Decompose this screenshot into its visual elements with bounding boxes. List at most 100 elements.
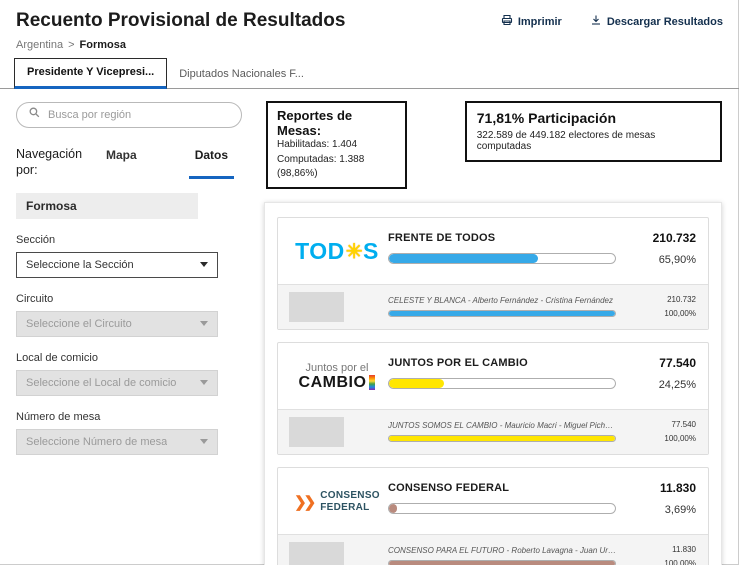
filter-label-local: Local de comicio (16, 351, 98, 364)
mesas-report-title: Reportes de Mesas: (277, 108, 353, 138)
caret-down-icon (200, 262, 208, 267)
contest-tabbar: Presidente Y Vicepresi... Diputados Naci… (0, 58, 739, 89)
list-votes: 210.732 (667, 295, 696, 304)
list-vote-bar (388, 560, 616, 565)
filter-label-circuito: Circuito (16, 292, 54, 305)
participation-subtitle: 322.589 de 449.182 electores de mesas co… (476, 130, 656, 152)
caret-down-icon (200, 380, 208, 385)
party-result-card: TOD ✳ S FRENTE DE TODOS 210.732 65,90% CEL… (277, 216, 709, 330)
content: Navegación por: Mapa Datos Formosa Secci… (0, 89, 739, 565)
list-vote-bar-fill (389, 436, 615, 441)
circuito-select-value: Seleccione el Circuito (26, 317, 132, 330)
candidate-photo-placeholder (289, 291, 344, 322)
party-name: CONSENSO FEDERAL (388, 481, 510, 494)
todos-logo: TOD ✳ S (295, 238, 379, 264)
party-vote-bar (388, 377, 616, 389)
breadcrumb-root[interactable]: Argentina (16, 39, 64, 51)
participation-title: 71,81% Participación (476, 110, 617, 126)
list-percent: 100,00% (664, 434, 696, 443)
local-comicio-select: Seleccione el Local de comicio (16, 369, 218, 396)
main-area: Reportes de Mesas: Habilitadas: 1.404 Co… (262, 89, 739, 565)
caret-down-icon (200, 321, 208, 326)
party-result-card: Juntos por el CAMBIO JUNTOS POR EL CAMBIO… (277, 341, 709, 455)
party-vote-bar-fill (389, 253, 538, 263)
mesas-computadas: Computadas: 1.388 (98,86%) (277, 153, 365, 180)
region-search (16, 102, 242, 128)
navigation-row: Navegación por: Mapa Datos (16, 146, 246, 179)
download-button-label: Descargar Resultados (606, 15, 723, 28)
list-vote-bar (388, 310, 616, 317)
party-votes: 77.540 (659, 355, 696, 370)
list-name: JUNTOS SOMOS EL CAMBIO - Mauricio Macri … (388, 421, 616, 430)
download-icon (590, 14, 602, 29)
list-vote-bar-fill (389, 561, 615, 565)
tab-presidente[interactable]: Presidente Y Vicepresi... (14, 58, 168, 89)
view-tab-datos[interactable]: Datos (188, 148, 235, 179)
rainbow-stripe-icon (369, 375, 376, 390)
list-vote-bar-fill (389, 311, 615, 316)
candidate-photo-placeholder (289, 416, 344, 447)
party-vote-bar (388, 252, 616, 264)
sun-icon: ✳ (345, 241, 364, 263)
party-percent: 3,69% (664, 503, 696, 516)
view-tab-mapa[interactable]: Mapa (106, 148, 137, 162)
seccion-select[interactable]: Seleccione la Sección (16, 251, 218, 278)
view-tabs: Mapa Datos (100, 146, 235, 179)
results-list: TOD ✳ S FRENTE DE TODOS 210.732 65,90% CEL… (277, 216, 709, 565)
circuito-select: Seleccione el Circuito (16, 310, 218, 337)
download-results-button[interactable]: Descargar Resultados (590, 14, 723, 29)
list-result-row: JUNTOS SOMOS EL CAMBIO - Mauricio Macri … (278, 408, 708, 454)
party-logo: ❯❯ CONSENSO FEDERAL (286, 481, 388, 523)
list-percent: 100,00% (664, 309, 696, 318)
list-vote-bar (388, 435, 616, 442)
mesas-habilitadas: Habilitadas: 1.404 (277, 139, 358, 150)
party-name: FRENTE DE TODOS (388, 231, 496, 244)
list-name: CELESTE Y BLANCA - Alberto Fernández - C… (388, 296, 613, 305)
seccion-select-value: Seleccione la Sección (26, 258, 134, 271)
party-votes: 11.830 (659, 480, 696, 495)
sidebar: Navegación por: Mapa Datos Formosa Secci… (0, 89, 262, 565)
breadcrumb-separator: > (68, 39, 75, 51)
party-vote-bar-fill (389, 378, 444, 388)
selected-region-label: Formosa (16, 192, 198, 219)
header-actions: Imprimir Descargar Resultados (501, 14, 723, 29)
search-icon (28, 106, 41, 124)
list-percent: 100,00% (664, 559, 696, 565)
list-votes: 11.830 (672, 545, 696, 554)
summary-row: Reportes de Mesas: Habilitadas: 1.404 Co… (266, 101, 722, 189)
caret-down-icon (200, 439, 208, 444)
list-result-row: CELESTE Y BLANCA - Alberto Fernández - C… (278, 283, 708, 329)
mesas-report-box: Reportes de Mesas: Habilitadas: 1.404 Co… (266, 101, 407, 189)
list-result-row: CONSENSO PARA EL FUTURO - Roberto Lavagn… (278, 533, 708, 565)
filter-label-seccion: Sección (16, 233, 56, 246)
party-name: JUNTOS POR EL CAMBIO (388, 356, 528, 369)
juntos-por-el-cambio-logo: Juntos por el CAMBIO (299, 362, 376, 392)
participation-box: 71,81% Participación 322.589 de 449.182 … (464, 101, 722, 162)
party-vote-bar (388, 502, 616, 514)
numero-mesa-select-value: Seleccione Número de mesa (26, 435, 168, 448)
party-vote-bar-fill (389, 503, 398, 513)
header: Recuento Provisional de Resultados Impri… (0, 0, 739, 32)
search-input[interactable] (48, 109, 230, 121)
results-panel: TOD ✳ S FRENTE DE TODOS 210.732 65,90% CEL… (264, 201, 722, 565)
party-percent: 65,90% (658, 253, 696, 266)
navigation-label: Navegación por: (16, 147, 83, 178)
consenso-federal-logo: ❯❯ CONSENSO FEDERAL (294, 489, 380, 513)
printer-icon (501, 14, 513, 29)
candidate-photo-placeholder (289, 541, 344, 565)
print-button-label: Imprimir (517, 15, 562, 28)
print-button[interactable]: Imprimir (501, 14, 562, 29)
local-comicio-select-value: Seleccione el Local de comicio (26, 376, 177, 389)
party-percent: 24,25% (658, 378, 696, 391)
breadcrumb-current: Formosa (79, 39, 126, 51)
list-votes: 77.540 (671, 420, 696, 429)
breadcrumb: Argentina > Formosa (0, 32, 739, 51)
party-votes: 210.732 (652, 230, 696, 245)
filter-label-mesa: Número de mesa (16, 410, 101, 423)
numero-mesa-select: Seleccione Número de mesa (16, 428, 218, 455)
chevrons-icon: ❯❯ (294, 493, 316, 511)
party-result-card: ❯❯ CONSENSO FEDERAL CONSENSO FEDERAL 11.83… (277, 466, 709, 565)
party-logo: Juntos por el CAMBIO (286, 356, 388, 398)
tab-diputados[interactable]: Diputados Nacionales F... (179, 68, 304, 80)
page-title: Recuento Provisional de Resultados (16, 10, 346, 31)
